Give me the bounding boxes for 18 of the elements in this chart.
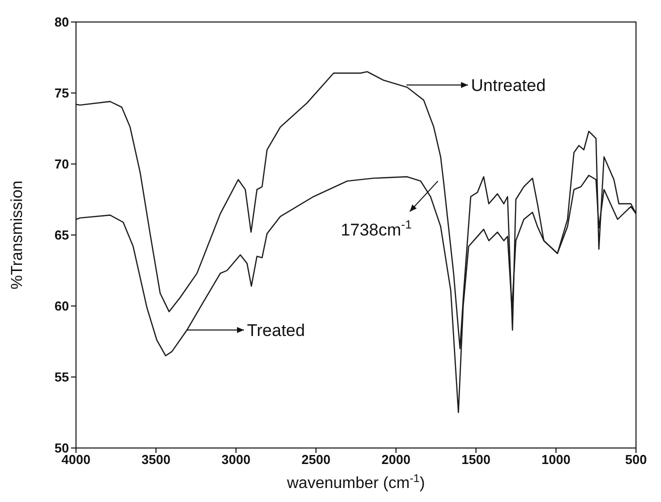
x-tick-label: 2000	[382, 452, 410, 468]
x-tick-label: 3000	[222, 452, 250, 468]
y-tick-label: 80	[54, 14, 69, 30]
y-tick-label: 65	[54, 228, 69, 243]
x-tick-label: 2500	[302, 452, 330, 468]
x-tick-label: 1000	[542, 452, 570, 468]
annotation: 1738cm$^{-1}$	[340, 218, 412, 240]
x-axis-title: wavenumber (cm$^{-1}$)	[286, 473, 425, 492]
y-tick-label: 75	[54, 86, 69, 101]
y-axis-title: %Transmission	[9, 180, 26, 290]
y-tick-label: 60	[54, 298, 69, 314]
legend-label: Untreated	[471, 76, 546, 96]
legend-label: Treated	[247, 321, 305, 340]
x-tick-label: 1500	[462, 452, 490, 468]
y-tick-label: 70	[54, 156, 69, 172]
x-tick-label: 3500	[142, 452, 170, 468]
y-tick-label: 55	[54, 370, 69, 385]
x-tick-label: 500	[625, 452, 647, 468]
